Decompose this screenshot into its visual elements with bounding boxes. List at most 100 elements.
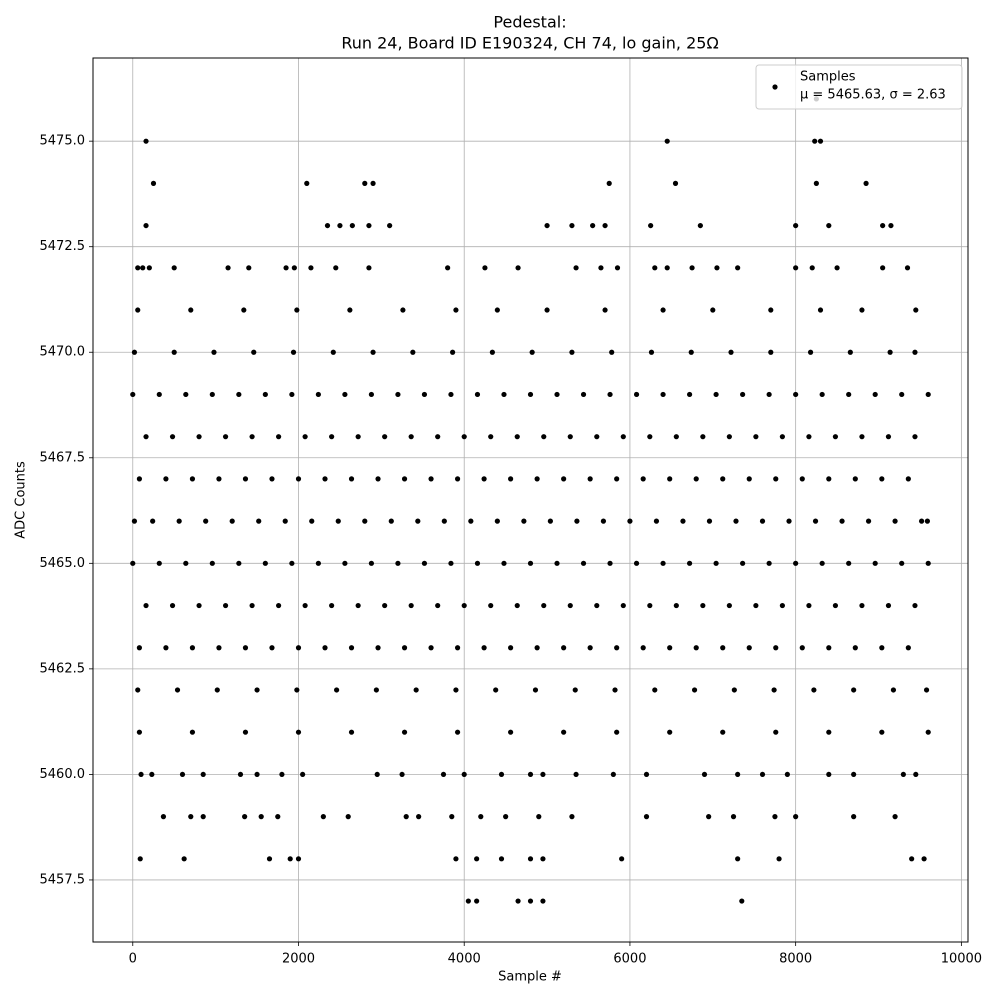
point: [150, 518, 156, 524]
point: [561, 645, 567, 651]
point: [362, 518, 368, 524]
point: [229, 518, 235, 524]
point: [188, 307, 194, 313]
point: [188, 814, 194, 820]
point: [236, 391, 242, 398]
point: [852, 645, 858, 651]
point: [793, 265, 799, 271]
point: [766, 560, 772, 566]
point: [163, 645, 169, 651]
point: [609, 349, 615, 355]
point: [488, 602, 494, 609]
point: [664, 138, 670, 144]
point: [667, 645, 673, 651]
point: [189, 729, 196, 735]
point: [899, 560, 905, 566]
point: [138, 771, 144, 778]
point: [181, 856, 187, 862]
point: [315, 560, 321, 566]
point: [740, 560, 746, 566]
point: [640, 645, 646, 651]
point: [879, 645, 885, 651]
point: [819, 560, 825, 566]
point: [135, 687, 141, 693]
point: [832, 434, 839, 440]
point: [415, 518, 421, 524]
point: [136, 645, 143, 651]
point: [160, 814, 167, 820]
point: [739, 898, 745, 904]
point: [701, 771, 708, 778]
point: [169, 602, 176, 609]
point: [900, 771, 906, 778]
point: [461, 771, 467, 778]
point: [196, 434, 202, 440]
point: [493, 687, 499, 693]
point: [806, 434, 812, 440]
point: [590, 222, 596, 229]
point: [859, 307, 865, 313]
point: [295, 729, 302, 735]
point: [614, 645, 620, 651]
point: [140, 265, 146, 271]
point: [826, 222, 832, 229]
point: [587, 645, 593, 651]
point: [508, 645, 514, 651]
x-tick-label: 2000: [282, 952, 315, 967]
point: [347, 307, 353, 313]
legend-label: Samples: [800, 70, 856, 85]
point: [779, 602, 785, 609]
point: [211, 349, 217, 355]
point: [872, 560, 878, 566]
legend-note: μ = 5465.63, σ = 2.63: [800, 88, 946, 103]
point: [156, 560, 162, 566]
point: [614, 265, 621, 271]
y-tick-label: 5465.0: [40, 556, 86, 571]
point: [647, 434, 653, 440]
point: [779, 434, 785, 440]
point: [216, 476, 222, 482]
point: [362, 180, 368, 186]
point: [374, 771, 380, 778]
point: [544, 222, 550, 229]
point: [735, 265, 741, 271]
point: [923, 687, 930, 693]
point: [580, 560, 587, 566]
point: [295, 645, 302, 651]
points: [130, 96, 931, 904]
point: [461, 602, 467, 609]
point: [812, 138, 818, 144]
point: [481, 645, 487, 651]
point: [573, 265, 579, 271]
point: [370, 180, 376, 186]
point: [648, 349, 655, 355]
point: [851, 687, 857, 693]
point: [295, 476, 302, 482]
point: [614, 729, 620, 735]
point: [143, 138, 149, 144]
point: [214, 687, 220, 693]
point: [501, 391, 507, 398]
point: [733, 518, 739, 524]
point: [465, 898, 471, 904]
point: [342, 560, 348, 566]
point: [203, 518, 209, 524]
point: [735, 856, 741, 862]
point: [554, 560, 560, 566]
point: [647, 602, 653, 609]
point: [832, 602, 839, 609]
point: [643, 771, 650, 778]
point: [143, 222, 149, 229]
point: [329, 602, 335, 609]
point: [561, 729, 567, 735]
point: [454, 476, 461, 482]
point: [773, 729, 779, 735]
point: [924, 518, 930, 524]
point: [594, 434, 600, 440]
point: [643, 814, 650, 820]
point: [652, 687, 658, 693]
point: [730, 814, 737, 820]
point: [183, 391, 189, 398]
point: [478, 814, 484, 820]
point: [826, 476, 832, 482]
